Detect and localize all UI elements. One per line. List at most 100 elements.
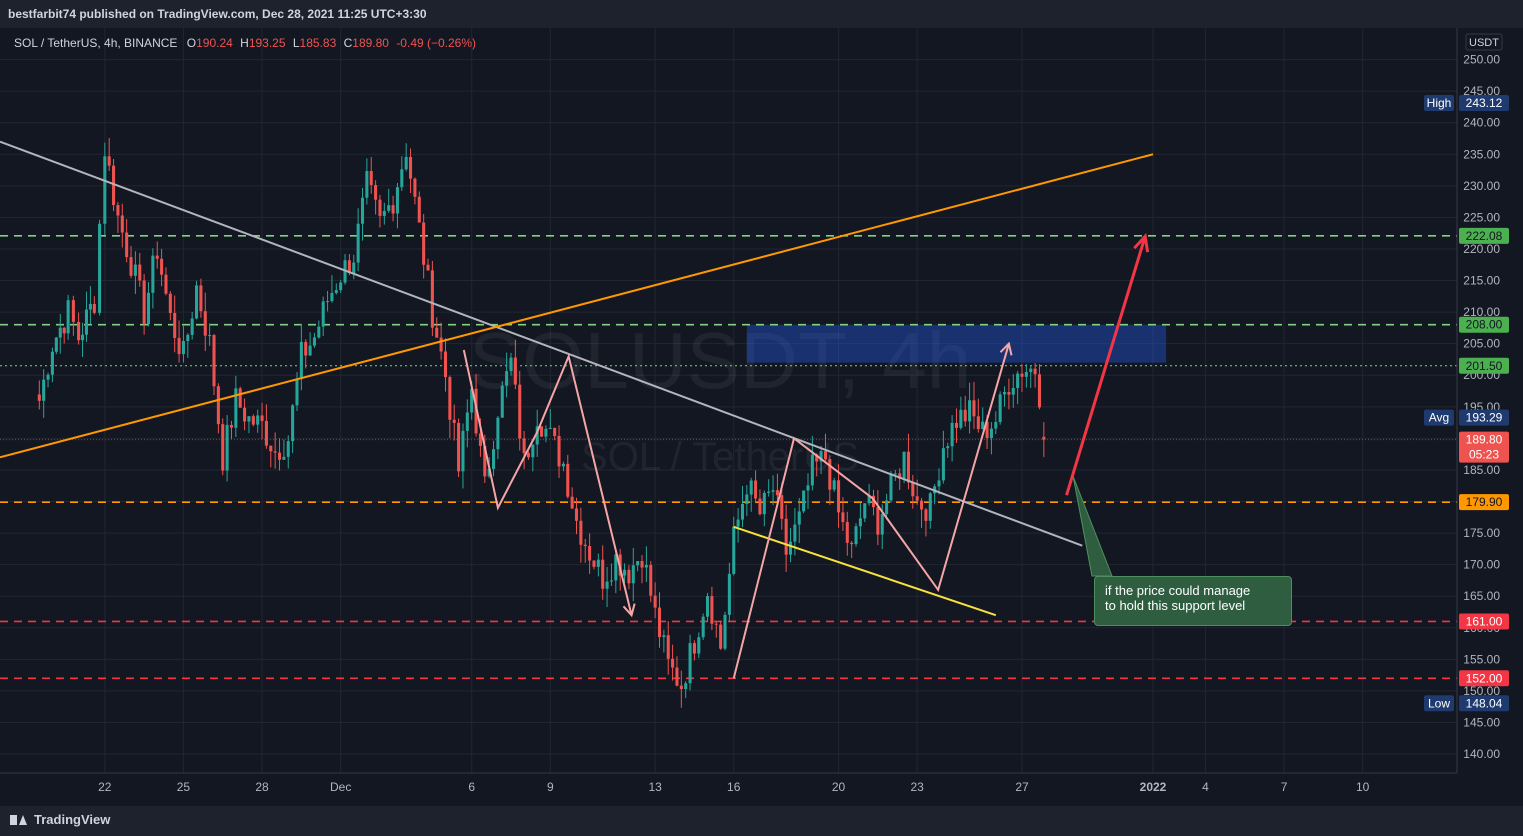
candle-body bbox=[806, 485, 810, 491]
candle-body bbox=[452, 419, 456, 423]
candle-body bbox=[579, 520, 583, 545]
candle-body bbox=[605, 581, 609, 589]
candle-body bbox=[92, 303, 96, 313]
candle-body bbox=[911, 482, 915, 497]
candle-body bbox=[133, 264, 137, 276]
candle-body bbox=[972, 400, 976, 417]
candle-body bbox=[518, 384, 522, 439]
time-tick-label: Dec bbox=[330, 780, 351, 794]
candle-body bbox=[308, 345, 312, 356]
candle-body bbox=[107, 156, 111, 166]
candle-body bbox=[950, 422, 954, 447]
candle-body bbox=[850, 542, 854, 545]
candle-body bbox=[50, 351, 54, 375]
currency-label: USDT bbox=[1465, 33, 1503, 51]
candle-body bbox=[225, 424, 229, 471]
candle-body bbox=[260, 415, 264, 421]
legend-high: 193.25 bbox=[249, 36, 286, 50]
low-tag bbox=[1424, 695, 1454, 712]
candle-body bbox=[592, 560, 596, 567]
currency-text: USDT bbox=[1469, 37, 1499, 49]
chart-background bbox=[0, 28, 1523, 806]
price-chart[interactable]: SOLUSDT, 4h SOL / TetherUS SOL / TetherU… bbox=[0, 28, 1523, 806]
candle-body bbox=[509, 357, 513, 372]
annotation-callout[interactable]: if the price could manage to hold this s… bbox=[1094, 576, 1292, 626]
legend-close: 189.80 bbox=[352, 36, 389, 50]
price-tick-label: 245.00 bbox=[1463, 84, 1500, 98]
candle-body bbox=[317, 326, 321, 338]
candle-body bbox=[771, 490, 775, 492]
candle-body bbox=[1007, 392, 1011, 395]
candle-body bbox=[282, 456, 286, 460]
candle-body bbox=[636, 561, 640, 566]
target-arrowhead bbox=[1133, 233, 1150, 253]
candle-body bbox=[609, 580, 613, 582]
candle-body bbox=[522, 438, 526, 454]
candle-body bbox=[858, 518, 862, 527]
candle-body bbox=[151, 255, 155, 293]
candle-body bbox=[312, 337, 316, 346]
candle-body bbox=[195, 285, 199, 319]
candle-body bbox=[286, 441, 290, 457]
brand-text: TradingView bbox=[34, 812, 111, 827]
price-tick-label: 150.00 bbox=[1463, 684, 1500, 698]
candle-body bbox=[762, 492, 766, 515]
price-tick-label: 205.00 bbox=[1463, 337, 1500, 351]
time-tick-label: 13 bbox=[648, 780, 662, 794]
time-tick-label: 4 bbox=[1202, 780, 1209, 794]
candle-body bbox=[780, 495, 784, 519]
candle-body bbox=[395, 187, 399, 214]
watermark-line1: SOLUSDT, 4h bbox=[469, 316, 971, 405]
candle-body bbox=[767, 491, 771, 493]
candle-body bbox=[496, 417, 500, 450]
time-tick-label: 23 bbox=[910, 780, 924, 794]
zigzag-arrowhead bbox=[999, 341, 1013, 356]
candle-body bbox=[378, 199, 382, 216]
candle-body bbox=[719, 624, 723, 649]
resistance-zone bbox=[746, 324, 1167, 363]
level-badge-text: 201.50 bbox=[1466, 359, 1503, 373]
candle-body bbox=[461, 430, 465, 472]
candle-body bbox=[88, 303, 92, 310]
candle-body bbox=[561, 463, 565, 467]
candle-body bbox=[631, 565, 635, 584]
candle-body bbox=[478, 433, 482, 446]
candle-body bbox=[430, 270, 434, 328]
candle-body bbox=[946, 446, 950, 449]
level-badge bbox=[1459, 494, 1509, 511]
tradingview-brand[interactable]: TradingView bbox=[10, 812, 110, 827]
price-tick-label: 165.00 bbox=[1463, 589, 1500, 603]
candle-body bbox=[937, 480, 941, 487]
candle-body bbox=[155, 255, 159, 259]
last-price-text: 189.80 bbox=[1466, 433, 1503, 447]
candle-body bbox=[553, 427, 557, 436]
candle-body bbox=[815, 454, 819, 462]
candle-body bbox=[1011, 387, 1015, 395]
price-tick-label: 155.00 bbox=[1463, 652, 1500, 666]
legend-o-label: O bbox=[187, 36, 196, 50]
candle-body bbox=[443, 351, 448, 378]
candle-body bbox=[920, 500, 924, 510]
price-tick-label: 145.00 bbox=[1463, 715, 1500, 729]
candle-body bbox=[339, 282, 343, 291]
candle-body bbox=[793, 524, 797, 542]
candle-body bbox=[46, 374, 50, 380]
candle-body bbox=[360, 197, 365, 224]
candle-body bbox=[566, 463, 570, 497]
candle-body bbox=[216, 386, 220, 425]
grid-lines bbox=[0, 28, 1457, 773]
price-tick-labels: 140.00145.00150.00155.00160.00165.00170.… bbox=[1463, 53, 1500, 761]
candle-body bbox=[548, 427, 552, 429]
candle-body bbox=[583, 544, 587, 547]
price-tick-label: 215.00 bbox=[1463, 274, 1500, 288]
time-tick-label: 27 bbox=[1015, 780, 1029, 794]
level-badge-text: 161.00 bbox=[1466, 614, 1503, 628]
drawings[interactable] bbox=[0, 140, 1154, 679]
candle-body bbox=[413, 178, 417, 197]
high-tag-text: High bbox=[1427, 96, 1452, 110]
candle-body bbox=[448, 377, 452, 420]
candle-body bbox=[208, 335, 212, 337]
candle-body bbox=[745, 494, 749, 504]
candle-body bbox=[84, 309, 89, 335]
candle-body bbox=[614, 554, 618, 581]
